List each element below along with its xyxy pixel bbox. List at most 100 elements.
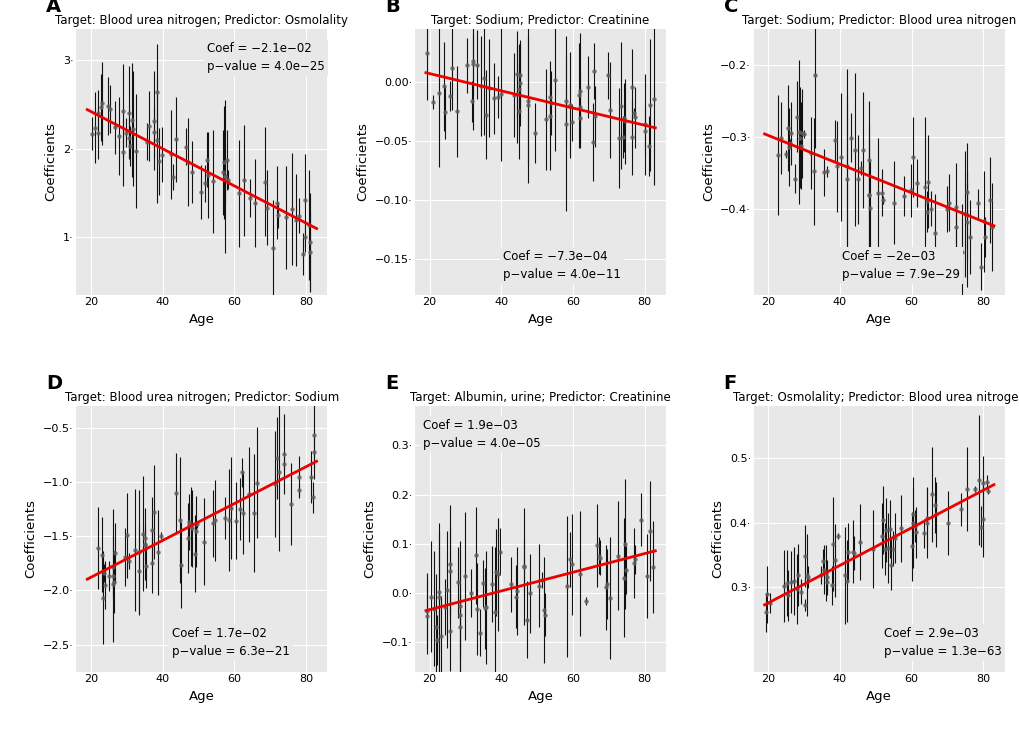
Point xyxy=(881,523,898,534)
Point xyxy=(873,530,890,542)
Point xyxy=(231,503,248,515)
Point xyxy=(522,588,538,599)
Point xyxy=(590,550,606,562)
Point xyxy=(769,149,786,161)
Point xyxy=(958,216,974,228)
Point xyxy=(538,114,554,126)
Point xyxy=(537,609,553,620)
Point xyxy=(431,591,447,603)
Point xyxy=(802,147,818,158)
Point xyxy=(615,572,632,583)
Point xyxy=(812,569,828,581)
Point xyxy=(259,201,275,213)
Point xyxy=(782,576,798,588)
X-axis label: Age: Age xyxy=(865,690,892,703)
Y-axis label: Coefficients: Coefficients xyxy=(45,123,57,201)
Point xyxy=(610,132,627,144)
Point xyxy=(535,604,551,616)
Point xyxy=(468,550,484,561)
Point xyxy=(922,203,938,215)
Point xyxy=(200,169,216,181)
Point xyxy=(818,166,835,177)
Point xyxy=(636,118,652,130)
Point xyxy=(287,215,304,226)
Point xyxy=(958,483,974,495)
Point xyxy=(839,575,855,587)
Title: Target: Albumin, urine; Predictor: Creatinine: Target: Albumin, urine; Predictor: Creat… xyxy=(410,391,671,404)
Point xyxy=(852,162,868,174)
Point xyxy=(947,221,963,233)
Point xyxy=(511,106,527,118)
Point xyxy=(297,194,313,206)
Point xyxy=(111,131,127,142)
Point xyxy=(242,192,258,204)
Point xyxy=(87,122,103,134)
X-axis label: Age: Age xyxy=(527,690,553,703)
Point xyxy=(182,520,199,532)
Point xyxy=(572,112,588,123)
Point xyxy=(615,112,632,123)
Point xyxy=(632,514,648,526)
Point xyxy=(423,591,439,602)
Point xyxy=(146,507,162,518)
Point xyxy=(168,488,184,499)
Point xyxy=(468,603,484,615)
Point xyxy=(918,176,934,188)
Point xyxy=(512,77,528,89)
Point xyxy=(115,105,131,117)
Text: Coef = 2.9e−03
p−value = 1.3e−63: Coef = 2.9e−03 p−value = 1.3e−63 xyxy=(883,627,1001,658)
Point xyxy=(290,210,307,222)
Point xyxy=(264,242,280,254)
Point xyxy=(882,558,899,570)
Point xyxy=(981,194,998,206)
Point xyxy=(906,520,922,532)
Point xyxy=(839,160,855,172)
Point xyxy=(623,131,639,143)
Point xyxy=(187,526,204,537)
Title: Target: Blood urea nitrogen; Predictor: Sodium: Target: Blood urea nitrogen; Predictor: … xyxy=(65,391,338,404)
Point xyxy=(297,231,313,243)
Text: F: F xyxy=(723,374,737,393)
Point xyxy=(779,577,795,589)
Point xyxy=(600,69,616,81)
Point xyxy=(907,526,923,538)
Point xyxy=(918,206,934,218)
Point xyxy=(189,518,205,530)
Point xyxy=(775,580,792,591)
Point xyxy=(448,106,465,118)
Point xyxy=(234,507,251,519)
Point xyxy=(789,569,805,581)
Text: Coef = 1.7e−02
p−value = 6.3e−21: Coef = 1.7e−02 p−value = 6.3e−21 xyxy=(171,627,289,658)
Point xyxy=(153,530,169,542)
Point xyxy=(290,484,307,496)
Point xyxy=(180,155,197,167)
Point xyxy=(149,134,165,146)
Point xyxy=(217,512,233,524)
Point xyxy=(154,149,170,161)
Point xyxy=(306,446,322,458)
Point xyxy=(777,148,794,160)
Point xyxy=(430,87,446,99)
Point xyxy=(609,550,626,561)
Point xyxy=(642,525,658,537)
Point xyxy=(294,247,311,259)
Point xyxy=(486,93,502,104)
Title: Target: Sodium; Predictor: Blood urea nitrogen: Target: Sodium; Predictor: Blood urea ni… xyxy=(742,14,1015,26)
Point xyxy=(303,472,319,483)
Point xyxy=(917,517,933,529)
Text: Coef = 1.9e−03
p−value = 4.0e−05: Coef = 1.9e−03 p−value = 4.0e−05 xyxy=(422,420,540,450)
Point xyxy=(788,583,804,594)
Point xyxy=(102,104,118,115)
Point xyxy=(601,104,618,115)
Point xyxy=(837,569,853,581)
Point xyxy=(478,602,494,613)
X-axis label: Age: Age xyxy=(189,313,215,326)
Point xyxy=(792,139,808,151)
Point xyxy=(788,111,804,123)
Point xyxy=(491,546,507,558)
Point xyxy=(824,539,841,550)
Point xyxy=(437,602,453,613)
Point xyxy=(908,177,924,189)
Point xyxy=(832,151,848,163)
Point xyxy=(478,109,494,120)
